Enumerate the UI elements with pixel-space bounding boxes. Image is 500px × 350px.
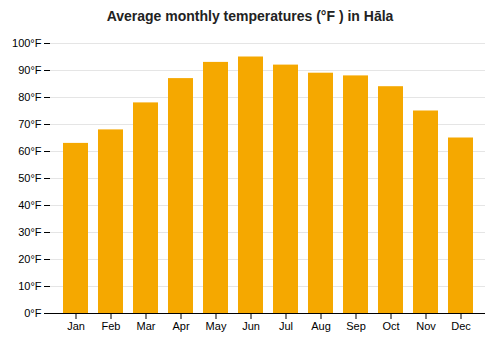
svg-text:Feb: Feb: [102, 320, 121, 332]
svg-text:Jun: Jun: [242, 320, 260, 332]
svg-text:60°F: 60°F: [18, 145, 42, 157]
html-text:Average monthly temperatures (: Average monthly temperatures (°F ) in Hā…: [106, 8, 394, 24]
svg-text:20°F: 20°F: [18, 253, 42, 265]
svg-text:Oct: Oct: [382, 320, 399, 332]
svg-text:Jul: Jul: [279, 320, 293, 332]
svg-text:Dec: Dec: [451, 320, 471, 332]
svg-text:Sep: Sep: [346, 320, 366, 332]
svg-text:0°F: 0°F: [24, 307, 42, 319]
svg-text:30°F: 30°F: [18, 226, 42, 238]
svg-text:50°F: 50°F: [18, 172, 42, 184]
svg-text:Mar: Mar: [137, 320, 156, 332]
svg-text:80°F: 80°F: [18, 91, 42, 103]
svg-text:Nov: Nov: [416, 320, 436, 332]
svg-text:10°F: 10°F: [18, 280, 42, 292]
svg-text:Jan: Jan: [67, 320, 85, 332]
svg-text:40°F: 40°F: [18, 199, 42, 211]
svg-text:70°F: 70°F: [18, 118, 42, 130]
svg-text:Aug: Aug: [311, 320, 331, 332]
svg-text:Apr: Apr: [172, 320, 189, 332]
svg-text:May: May: [206, 320, 227, 332]
svg-text:90°F: 90°F: [18, 64, 42, 76]
svg-text:100°F: 100°F: [12, 37, 42, 49]
